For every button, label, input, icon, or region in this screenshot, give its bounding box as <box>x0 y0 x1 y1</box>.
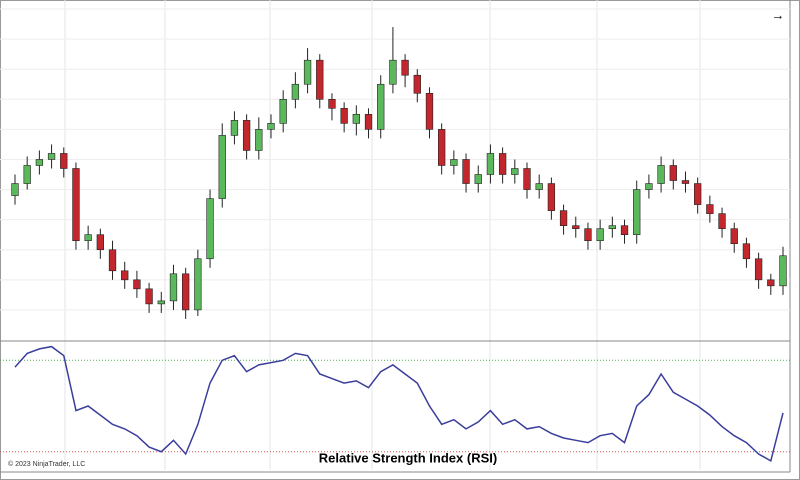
candle-body <box>559 210 568 226</box>
candle-body <box>645 183 653 190</box>
candle-body <box>60 153 68 169</box>
candle-body <box>438 129 446 166</box>
candle-body <box>694 183 702 205</box>
rsi-title: Relative Strength Index (RSI) <box>319 450 497 465</box>
candle-body <box>413 74 421 94</box>
watermark: © 2023 NinjaTrader, LLC <box>8 460 85 468</box>
candle-body <box>194 258 202 311</box>
candle-body <box>401 59 409 76</box>
candle-body <box>767 279 775 287</box>
candle-body <box>450 159 458 166</box>
candle-body <box>23 165 31 184</box>
rsi-line <box>14 345 784 463</box>
candle-body <box>657 165 665 184</box>
candle-body <box>779 255 787 287</box>
candle-body <box>754 258 763 281</box>
nav-arrow[interactable]: → <box>772 7 785 22</box>
candle-body <box>145 288 153 305</box>
candle-body <box>72 168 80 242</box>
candle-body <box>316 59 324 100</box>
candle-body <box>96 234 104 251</box>
candle-body <box>84 234 92 242</box>
candle-body <box>474 174 482 184</box>
candle-body <box>182 273 190 311</box>
candle-body <box>523 168 531 190</box>
candle-body <box>718 213 726 229</box>
candle-body <box>340 108 348 124</box>
candle-body <box>35 159 44 166</box>
candle-body <box>242 120 251 151</box>
candle-body <box>108 249 117 272</box>
candle-body <box>230 120 239 136</box>
candle-body <box>547 183 556 211</box>
candle-body <box>352 114 360 124</box>
candle-body <box>303 59 312 85</box>
candle-body <box>206 198 214 260</box>
candle-body <box>291 83 300 100</box>
candle-body <box>389 59 397 85</box>
candle-body <box>730 228 738 245</box>
candle-body <box>377 83 385 130</box>
candle-body <box>486 153 495 175</box>
candle-body <box>681 180 690 184</box>
candle-body <box>133 279 141 290</box>
candle-body <box>596 228 604 242</box>
candle-body <box>742 243 751 260</box>
candle-body <box>572 225 580 229</box>
candle-body <box>47 153 56 160</box>
candle-body <box>669 165 677 181</box>
candle-body <box>511 168 519 175</box>
candle-body <box>620 225 629 235</box>
candle-body <box>218 135 226 199</box>
candle-body <box>11 183 19 196</box>
candle-body <box>498 153 507 175</box>
candle-body <box>364 114 373 130</box>
candle-body <box>584 228 592 242</box>
candle-body <box>279 98 287 124</box>
candle-body <box>157 300 165 305</box>
candle-body <box>706 204 714 214</box>
candle-body <box>462 159 470 184</box>
candle-body <box>121 270 129 281</box>
candle-body <box>535 183 543 190</box>
candle-body <box>169 273 178 302</box>
candle-body <box>267 123 275 130</box>
candle-body <box>328 98 336 109</box>
candle-body <box>608 225 616 229</box>
candle-body <box>633 189 641 235</box>
candle-body <box>255 129 263 151</box>
candle-body <box>425 92 434 130</box>
